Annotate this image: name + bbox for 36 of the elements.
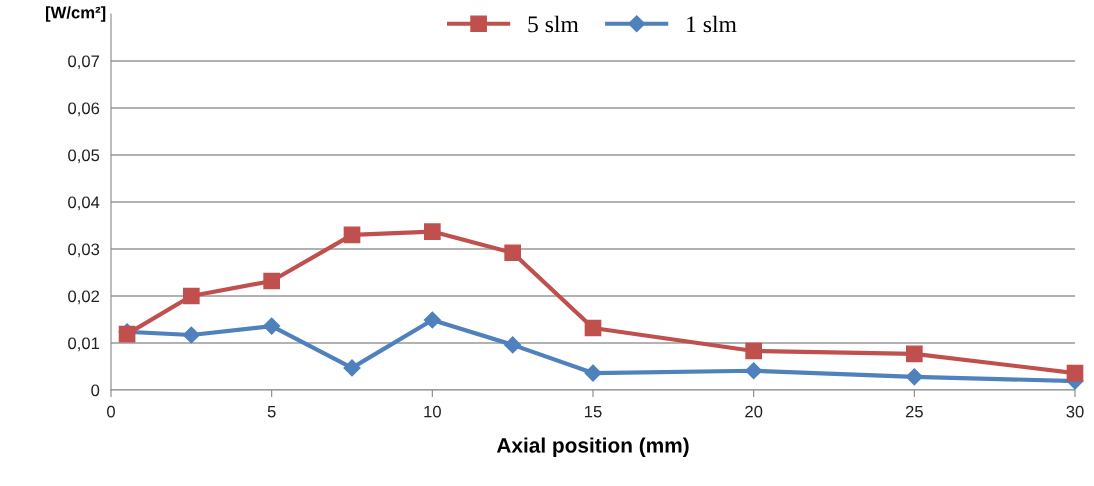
- point: [905, 368, 923, 386]
- point: [343, 359, 361, 377]
- y-tick-label: 0,04: [68, 196, 100, 211]
- x-axis-title: Axial position (mm): [496, 437, 689, 457]
- y-axis-title: [W/cm²]: [46, 6, 106, 22]
- x-tick-label: 30: [1066, 405, 1084, 418]
- legend-label: 1 slm: [687, 15, 737, 33]
- x-tick-label: 0: [107, 405, 115, 418]
- x-tick-label: 5: [267, 405, 276, 418]
- point: [745, 362, 763, 380]
- y-tick-label: 0: [91, 384, 100, 397]
- y-tick-label: 0,07: [68, 55, 100, 70]
- point: [504, 244, 522, 262]
- point: [584, 319, 602, 337]
- point: [745, 342, 763, 360]
- point: [423, 223, 441, 240]
- legend-label: 5 slm: [528, 15, 579, 33]
- x-tick-label: 10: [424, 405, 441, 418]
- point: [423, 311, 441, 329]
- point: [182, 326, 200, 344]
- point: [584, 364, 602, 382]
- y-tick-label: 0,05: [68, 149, 100, 164]
- point: [1066, 364, 1084, 382]
- x-tick-label: 15: [585, 405, 602, 418]
- x-tick-label: 25: [905, 405, 923, 418]
- x-tick-label: 20: [745, 405, 763, 418]
- point: [263, 317, 281, 335]
- point: [263, 272, 281, 290]
- y-tick-label: 0,06: [68, 102, 100, 117]
- point: [504, 336, 522, 354]
- y-tick-label: 0,02: [68, 290, 100, 305]
- y-tick-label: 0,01: [68, 337, 100, 352]
- point: [905, 345, 923, 363]
- point: [182, 287, 200, 305]
- y-tick-label: 0,03: [68, 243, 100, 258]
- point: [343, 226, 361, 244]
